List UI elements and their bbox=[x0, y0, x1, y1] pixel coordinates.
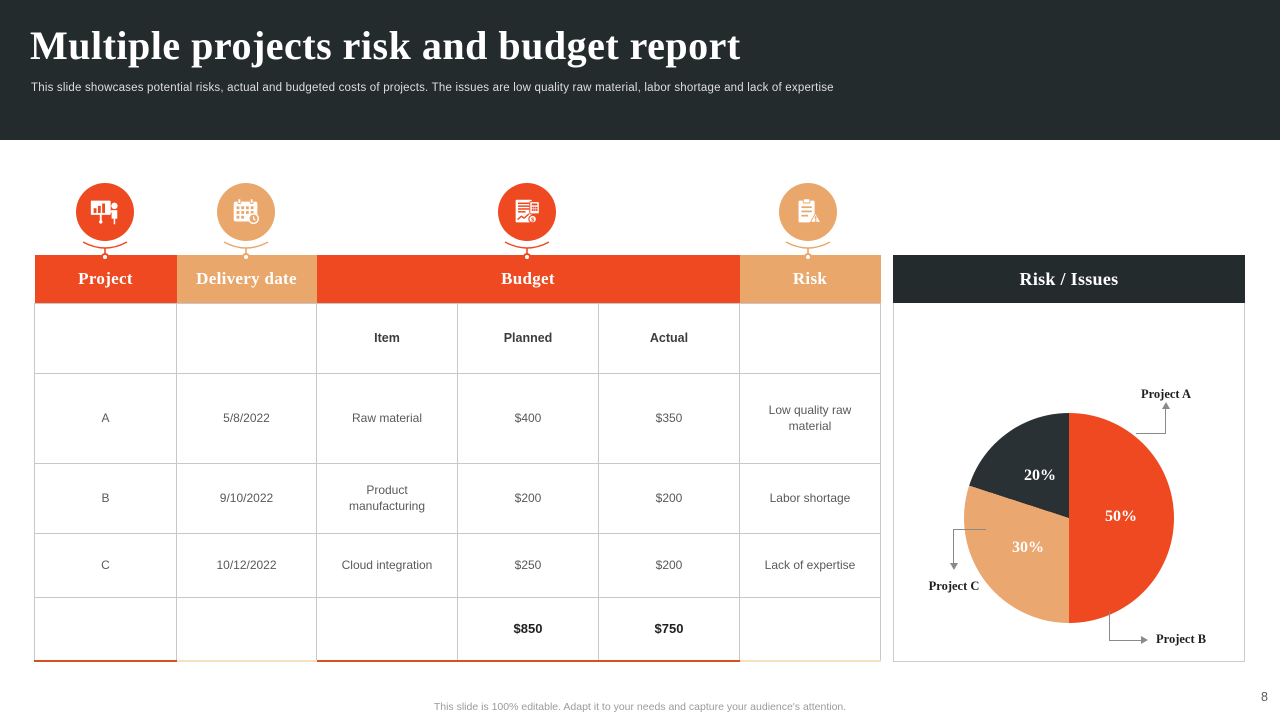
cell-project: A bbox=[34, 372, 177, 464]
callout-line-b bbox=[1109, 611, 1110, 641]
arrow-down-icon bbox=[950, 563, 958, 570]
pin-ring bbox=[242, 253, 250, 261]
total-planned: $850 bbox=[457, 596, 599, 662]
page-subtitle: This slide showcases potential risks, ac… bbox=[31, 82, 834, 94]
cell-empty bbox=[34, 302, 177, 374]
callout-label-project-b: Project B bbox=[1156, 632, 1207, 646]
cell-delivery: 5/8/2022 bbox=[176, 372, 317, 464]
cell-planned: $250 bbox=[457, 532, 599, 598]
callout-line-b bbox=[1109, 640, 1141, 641]
cell-item: Product manufacturing bbox=[316, 462, 458, 534]
cell-item: Cloud integration bbox=[316, 532, 458, 598]
cell-actual: $200 bbox=[598, 462, 740, 534]
callout-line-c bbox=[953, 529, 954, 563]
cell-item: Raw material bbox=[316, 372, 458, 464]
calendar-icon bbox=[217, 183, 275, 241]
subheader-planned: Planned bbox=[457, 302, 599, 374]
subheader-item: Item bbox=[316, 302, 458, 374]
pin-ring bbox=[101, 253, 109, 261]
arrow-right-icon bbox=[1141, 636, 1148, 644]
table-row-project-b: B 9/10/2022 Product manufacturing $200 $… bbox=[34, 462, 881, 534]
cell-actual: $350 bbox=[598, 372, 740, 464]
page-number: 8 bbox=[1261, 690, 1268, 704]
col-header-delivery: Delivery date bbox=[176, 255, 317, 303]
table-row-project-a: A 5/8/2022 Raw material $400 $350 Low qu… bbox=[34, 372, 881, 464]
risk-issues-panel: Risk / Issues 50% 20% 30% Project A Proj… bbox=[893, 255, 1245, 662]
svg-text:$: $ bbox=[531, 217, 535, 223]
risk-clipboard-icon bbox=[779, 183, 837, 241]
projects-budget-table: Project Delivery date Budget Risk Item P… bbox=[34, 255, 881, 662]
col-header-risk: Risk bbox=[739, 255, 881, 303]
budget-document-icon: $ bbox=[498, 183, 556, 241]
cell-actual: $200 bbox=[598, 532, 740, 598]
pin-ring bbox=[804, 253, 812, 261]
risk-pie-chart bbox=[964, 413, 1174, 623]
chart-body: 50% 20% 30% Project A Project B Project … bbox=[893, 303, 1245, 662]
chart-header: Risk / Issues bbox=[893, 255, 1245, 303]
pin-ring bbox=[523, 253, 531, 261]
presentation-chart-icon bbox=[76, 183, 134, 241]
cell-empty bbox=[176, 302, 317, 374]
cell-empty bbox=[739, 302, 881, 374]
pie-slice-label-50: 50% bbox=[1105, 508, 1137, 525]
cell-planned: $400 bbox=[457, 372, 599, 464]
col-header-project: Project bbox=[34, 255, 177, 303]
cell-risk: Labor shortage bbox=[739, 462, 881, 534]
table-total-row: $850 $750 bbox=[34, 596, 881, 662]
cell-empty bbox=[34, 596, 177, 662]
callout-line-c bbox=[953, 529, 986, 530]
pin-project bbox=[70, 183, 140, 261]
chart-title: Risk / Issues bbox=[1019, 268, 1119, 289]
pie-slice-label-30: 30% bbox=[1012, 539, 1044, 556]
page-title: Multiple projects risk and budget report bbox=[30, 23, 741, 68]
total-actual: $750 bbox=[598, 596, 740, 662]
cell-empty bbox=[316, 596, 458, 662]
arrow-up-icon bbox=[1162, 402, 1170, 409]
pin-delivery-date bbox=[211, 183, 281, 261]
cell-planned: $200 bbox=[457, 462, 599, 534]
table-subheader-row: Item Planned Actual bbox=[34, 302, 881, 374]
col-header-budget: Budget bbox=[316, 255, 740, 303]
pie-slice-label-20: 20% bbox=[1024, 467, 1056, 484]
cell-project: B bbox=[34, 462, 177, 534]
table-row-project-c: C 10/12/2022 Cloud integration $250 $200… bbox=[34, 532, 881, 598]
table-header-row: Project Delivery date Budget Risk bbox=[34, 255, 881, 303]
callout-line-a bbox=[1165, 409, 1166, 433]
cell-risk: Low quality raw material bbox=[739, 372, 881, 464]
cell-empty bbox=[176, 596, 317, 662]
cell-delivery: 9/10/2022 bbox=[176, 462, 317, 534]
callout-label-project-a: Project A bbox=[1140, 387, 1192, 401]
pin-risk bbox=[773, 183, 843, 261]
callout-label-project-c: Project C bbox=[928, 579, 980, 593]
cell-risk: Lack of expertise bbox=[739, 532, 881, 598]
footer-note: This slide is 100% editable. Adapt it to… bbox=[433, 701, 847, 713]
cell-delivery: 10/12/2022 bbox=[176, 532, 317, 598]
slide-header: Multiple projects risk and budget report… bbox=[0, 0, 1280, 140]
cell-empty bbox=[739, 596, 881, 662]
callout-line-a bbox=[1136, 433, 1166, 434]
pin-budget: $ bbox=[492, 183, 562, 261]
cell-project: C bbox=[34, 532, 177, 598]
subheader-actual: Actual bbox=[598, 302, 740, 374]
